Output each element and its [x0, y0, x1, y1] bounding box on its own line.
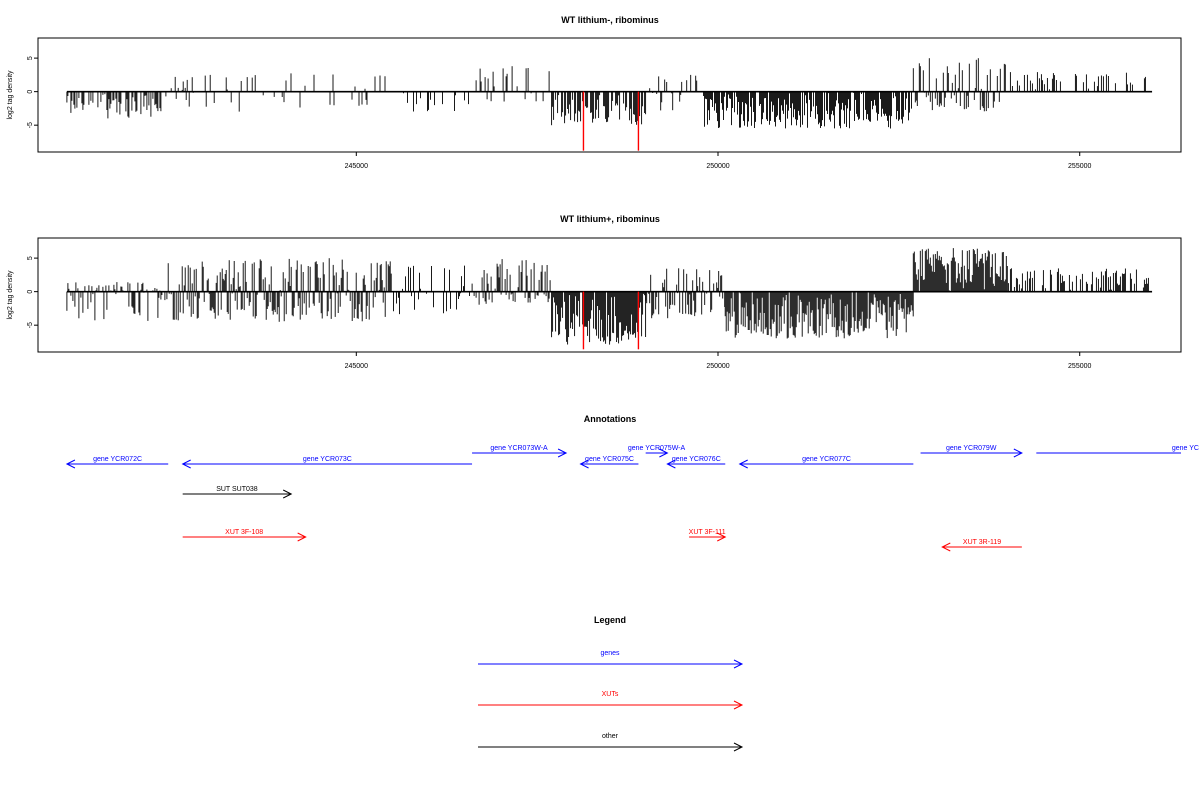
- panel-lithium-minus: WT lithium-, ribominus log2 tag density …: [7, 15, 1182, 170]
- feature-label: gene YCR075C: [585, 456, 634, 463]
- feature-label: gene YCR077C: [802, 456, 851, 463]
- panel-title: WT lithium+, ribominus: [560, 214, 660, 224]
- feature-label: gene YC: [1172, 445, 1199, 452]
- feature: gene YCR072C: [65, 456, 169, 469]
- x-tick-label: 250000: [706, 363, 729, 370]
- feature: XUT 3R-119: [941, 539, 1022, 552]
- feature-label: gene YCR073C: [303, 456, 352, 463]
- plot-frame: [37, 237, 1182, 353]
- legend-label: genes: [600, 650, 620, 657]
- arrow-head: [181, 459, 191, 469]
- arrow-head: [717, 532, 727, 542]
- legend-items: genes XUTs other: [478, 650, 744, 752]
- feature-label: SUT SUT038: [216, 486, 258, 493]
- annotations-track: Annotations gene YCR072C gene YCR073Cgene…: [65, 414, 1199, 552]
- arrow-head: [557, 448, 568, 458]
- legend-item: other: [478, 733, 744, 752]
- y-axis-label: log2 tag density: [7, 270, 14, 320]
- feature: gene YCR077C: [738, 456, 914, 469]
- y-tick-label: -5: [27, 122, 34, 128]
- y-tick-label: -5: [27, 322, 34, 328]
- feature: gene YCR075W-A: [628, 445, 686, 458]
- y-tick-label: 0: [27, 90, 34, 94]
- y-tick-label: 0: [27, 290, 34, 294]
- axes: -5 0 5 245000 250000 255000: [27, 56, 1092, 170]
- arrow-head: [1013, 448, 1023, 458]
- arrow-head: [733, 742, 744, 752]
- y-axis-label: log2 tag density: [7, 70, 14, 120]
- arrow-head: [297, 532, 307, 542]
- feature-label: gene YCR072C: [93, 456, 142, 463]
- feature-label: gene YCR075W-A: [628, 445, 686, 452]
- legend-label: XUTs: [602, 691, 619, 698]
- feature-label: gene YCR079W: [946, 445, 997, 452]
- arrow-head: [941, 542, 951, 552]
- x-tick-label: 245000: [345, 163, 368, 170]
- legend-item: genes: [478, 650, 744, 669]
- arrow-head: [733, 659, 744, 669]
- feature-label: XUT 3F-111: [689, 529, 726, 536]
- arrow-head: [666, 459, 676, 469]
- bar-series: [66, 248, 1153, 350]
- arrow-head: [659, 448, 669, 458]
- y-tick-label: 5: [27, 56, 34, 60]
- panel-lithium-plus: WT lithium+, ribominus log2 tag density …: [7, 214, 1182, 370]
- legend-title: Legend: [594, 615, 626, 625]
- arrow-head: [282, 489, 293, 499]
- feature: XUT 3F-111: [689, 529, 727, 542]
- feature: gene YCR073C: [181, 456, 473, 469]
- feature: gene YC: [1036, 445, 1199, 454]
- y-tick-label: 5: [27, 256, 34, 260]
- feature: gene YCR073W-A: [472, 445, 568, 458]
- feature: gene YCR076C: [666, 456, 726, 469]
- feature-list: gene YCR072C gene YCR073C gene YCR073W-A ge…: [65, 445, 1199, 552]
- feature: XUT 3F-108: [182, 529, 307, 542]
- x-tick-label: 245000: [345, 363, 368, 370]
- legend-item: XUTs: [478, 691, 744, 710]
- feature: SUT SUT038: [182, 486, 293, 499]
- feature-label: gene YCR076C: [672, 456, 721, 463]
- feature: gene YCR075C: [579, 456, 639, 469]
- annotations-title: Annotations: [584, 414, 637, 424]
- plot-frame: [37, 37, 1182, 153]
- bar-series: [66, 58, 1153, 151]
- axes: -5 0 5 245000 250000 255000: [27, 256, 1092, 370]
- feature: gene YCR079W: [920, 445, 1023, 458]
- x-tick-label: 255000: [1068, 163, 1091, 170]
- feature-label: XUT 3R-119: [963, 539, 1001, 546]
- arrow-head: [738, 459, 748, 469]
- arrow-head: [65, 459, 76, 469]
- feature-label: gene YCR073W-A: [490, 445, 548, 452]
- legend: Legend genes XUTs other: [478, 615, 744, 752]
- panel-title: WT lithium-, ribominus: [561, 15, 659, 25]
- x-tick-label: 255000: [1068, 363, 1091, 370]
- arrow-head: [579, 459, 589, 469]
- feature-label: XUT 3F-108: [225, 529, 263, 536]
- arrow-head: [733, 700, 744, 710]
- x-tick-label: 250000: [706, 163, 729, 170]
- legend-label: other: [602, 733, 619, 740]
